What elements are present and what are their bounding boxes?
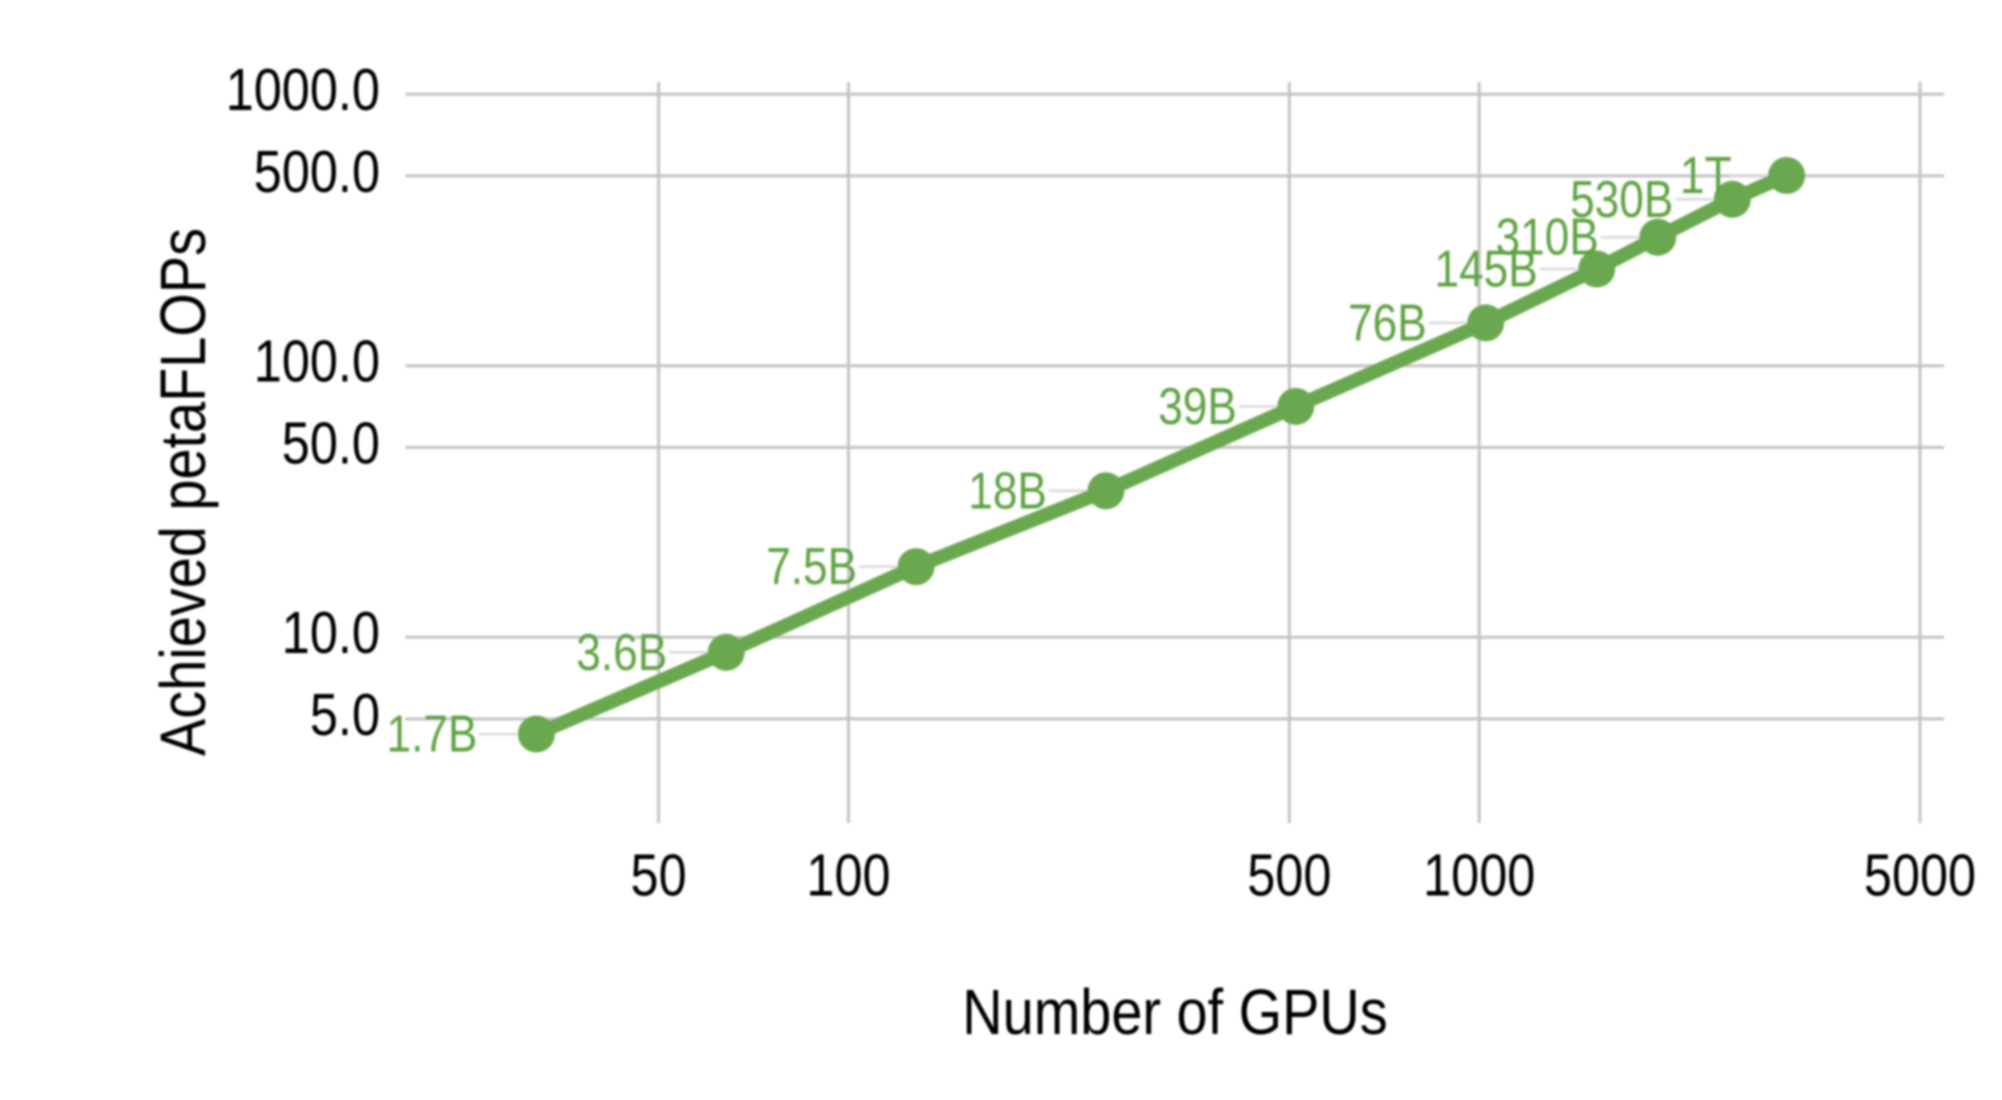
svg-text:3.6B: 3.6B — [576, 624, 667, 682]
svg-text:Number of GPUs: Number of GPUs — [962, 976, 1387, 1048]
svg-text:310B: 310B — [1496, 209, 1599, 267]
svg-text:50: 50 — [631, 843, 687, 909]
svg-text:100: 100 — [806, 843, 890, 909]
svg-text:145B: 145B — [1435, 241, 1538, 299]
svg-text:50.0: 50.0 — [282, 410, 380, 476]
svg-text:18B: 18B — [968, 462, 1047, 520]
svg-text:1000.0: 1000.0 — [226, 57, 380, 123]
svg-text:Achieved petaFLOPs: Achieved petaFLOPs — [147, 228, 219, 756]
svg-text:500: 500 — [1247, 843, 1331, 909]
svg-text:530B: 530B — [1570, 171, 1673, 229]
svg-text:1T: 1T — [1680, 147, 1732, 205]
svg-text:100.0: 100.0 — [254, 329, 380, 395]
svg-text:10.0: 10.0 — [282, 600, 380, 666]
svg-text:5000: 5000 — [1864, 843, 1976, 909]
svg-text:39B: 39B — [1158, 378, 1237, 436]
svg-text:76B: 76B — [1348, 294, 1427, 352]
svg-text:5.0: 5.0 — [310, 682, 380, 748]
svg-text:500.0: 500.0 — [254, 139, 380, 205]
svg-text:1000: 1000 — [1423, 843, 1535, 909]
svg-text:7.5B: 7.5B — [766, 538, 857, 596]
svg-text:1.7B: 1.7B — [387, 706, 478, 764]
